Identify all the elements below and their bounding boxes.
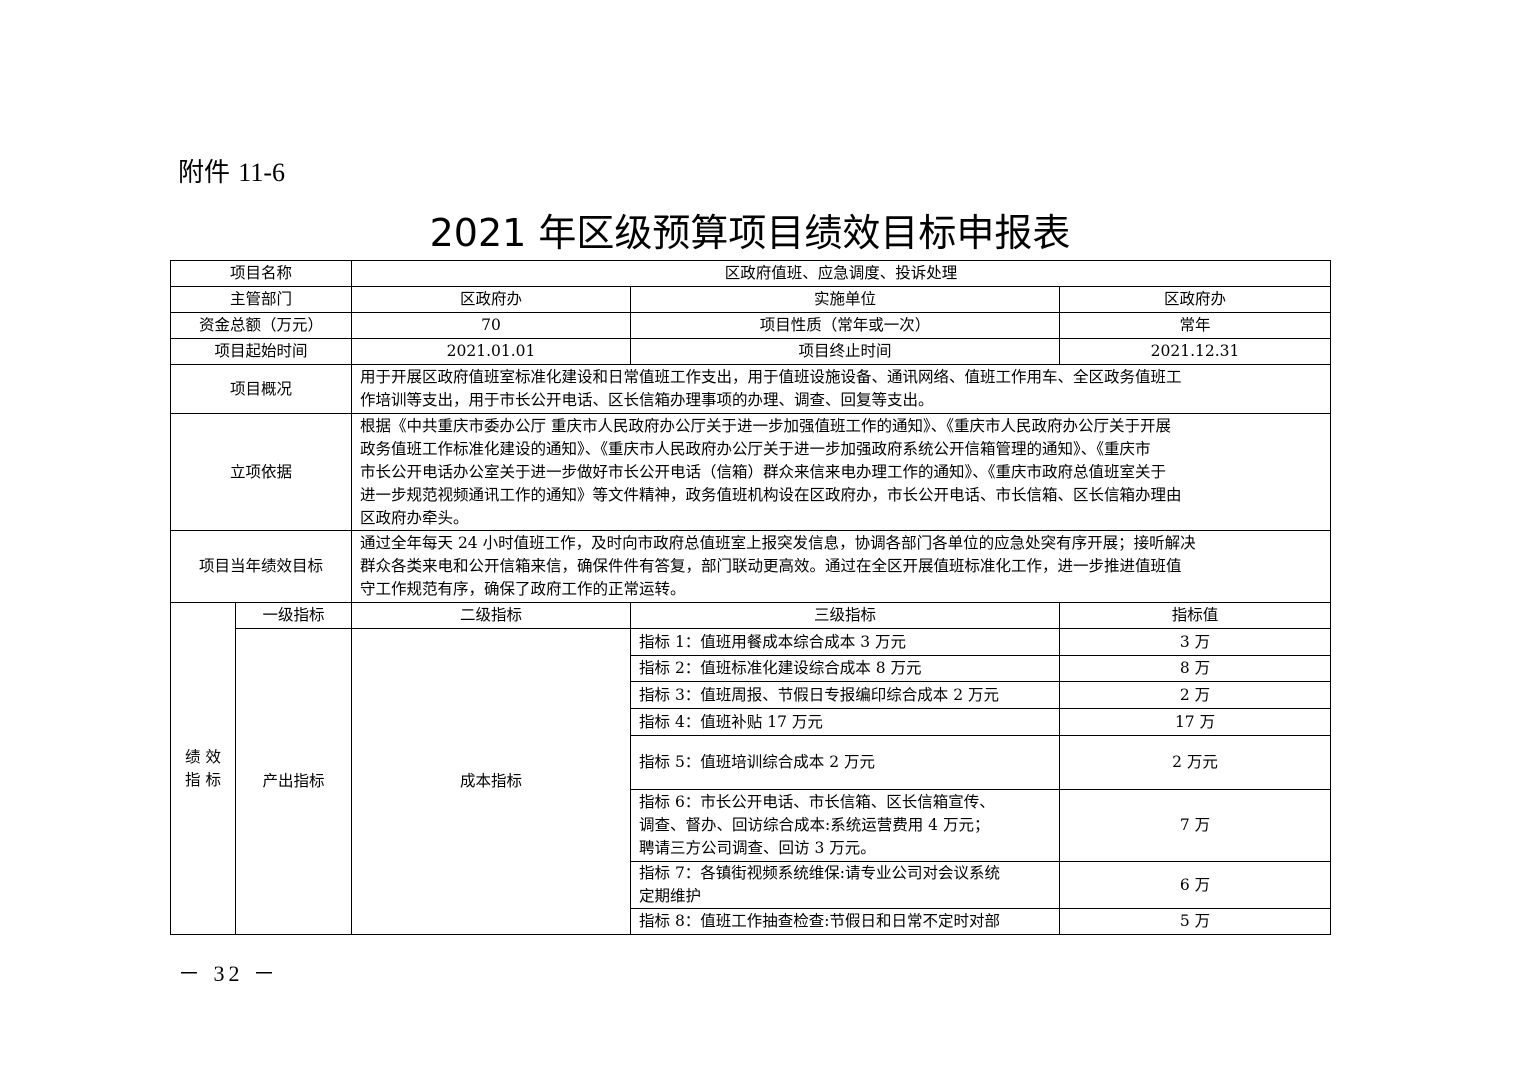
indicator-value: 2 万	[1059, 681, 1332, 709]
end-label: 项目终止时间	[630, 338, 1061, 365]
indicator-row: 指标 4：值班补贴 17 万元 17 万	[171, 708, 1332, 736]
performance-target-table: 项目名称 区政府值班、应急调度、投诉处理 主管部门 区政府办 实施单位 区政府办…	[169, 260, 1332, 935]
indicator-value: 6 万	[1059, 861, 1332, 909]
indicator-row: 指标 5：值班培训综合成本 2 万元 2 万元	[171, 735, 1332, 790]
indicator-text: 指标 2：值班标准化建设综合成本 8 万元	[630, 655, 1061, 682]
indicator-text: 指标 3：值班周报、节假日专报编印综合成本 2 万元	[630, 681, 1061, 709]
basis-label: 立项依据	[169, 413, 353, 531]
table-row: 立项依据 根据《中共重庆市委办公厅 重庆市人民政府办公厅关于进一步加强值班工作的…	[169, 413, 1332, 531]
nature: 常年	[1059, 312, 1332, 339]
header-level2: 二级指标	[351, 602, 632, 629]
header-level3: 三级指标	[630, 602, 1061, 629]
indicator-value: 17 万	[1059, 708, 1332, 736]
table-row: 项目名称 区政府值班、应急调度、投诉处理	[169, 260, 1332, 287]
indicator-row: 指标 7：各镇街视频系统维保:请专业公司对会议系统 定期维护 6 万	[171, 861, 1332, 909]
attachment-label: 附件 11-6	[178, 158, 285, 188]
indicator-text: 指标 4：值班补贴 17 万元	[630, 708, 1061, 736]
table-row: 主管部门 区政府办 实施单位 区政府办	[169, 286, 1332, 313]
dept: 区政府办	[351, 286, 632, 313]
start-label: 项目起始时间	[169, 338, 353, 365]
goal-text: 通过全年每天 24 小时值班工作，及时向市政府总值班室上报突发信息，协调各部门各…	[351, 530, 1332, 603]
overview-text: 用于开展区政府值班室标准化建设和日常值班工作支出，用于值班设施设备、通讯网络、值…	[351, 364, 1332, 414]
indicator-row: 指标 6：市长公开电话、市长信箱、区长信箱宣传、 调查、督办、回访综合成本:系统运…	[171, 789, 1332, 862]
indicator-value: 7 万	[1059, 789, 1332, 862]
nature-label: 项目性质（常年或一次）	[630, 312, 1061, 339]
fund: 70	[351, 312, 632, 339]
page-number: － 32 －	[178, 961, 280, 986]
indicator-text: 指标 6：市长公开电话、市长信箱、区长信箱宣传、 调查、督办、回访综合成本:系统运…	[630, 789, 1061, 862]
indicator-section-label: 绩 效指 标	[170, 602, 236, 935]
impl: 区政府办	[1059, 286, 1332, 313]
indicator-value: 2 万元	[1059, 735, 1332, 790]
overview-label: 项目概况	[169, 364, 353, 414]
indicator-text: 指标 5：值班培训综合成本 2 万元	[630, 735, 1061, 790]
project-name-label: 项目名称	[169, 260, 353, 287]
project-name: 区政府值班、应急调度、投诉处理	[351, 260, 1332, 287]
document-title: 2021 年区级预算项目绩效目标申报表	[429, 211, 1071, 255]
header-level1: 一级指标	[234, 602, 353, 629]
indicator-value: 3 万	[1059, 628, 1332, 656]
indicator-text: 指标 7：各镇街视频系统维保:请专业公司对会议系统 定期维护	[630, 861, 1061, 909]
start-date: 2021.01.01	[351, 338, 632, 365]
impl-label: 实施单位	[630, 286, 1061, 313]
table-row: 资金总额（万元） 70 项目性质（常年或一次） 常年	[169, 312, 1332, 339]
indicator-text: 指标 8：值班工作抽查检查:节假日和日常不定时对部	[630, 908, 1061, 935]
level1-output: 产出指标	[234, 628, 353, 935]
indicator-row: 产出指标 成本指标 指标 1：值班用餐成本综合成本 3 万元 3 万	[171, 628, 1332, 935]
table-row: 项目起始时间 2021.01.01 项目终止时间 2021.12.31	[169, 338, 1332, 365]
header-value: 指标值	[1059, 602, 1332, 629]
table-row: 项目概况 用于开展区政府值班室标准化建设和日常值班工作支出，用于值班设施设备、通…	[169, 364, 1332, 414]
basis-text: 根据《中共重庆市委办公厅 重庆市人民政府办公厅关于进一步加强值班工作的通知》、《…	[351, 413, 1332, 531]
goal-label: 项目当年绩效目标	[169, 530, 353, 603]
indicator-header-row: 绩 效指 标 一级指标 二级指标 三级指标 指标值	[170, 602, 1332, 935]
indicator-row: 指标 2：值班标准化建设综合成本 8 万元 8 万	[171, 655, 1332, 682]
table-row: 项目当年绩效目标 通过全年每天 24 小时值班工作，及时向市政府总值班室上报突发…	[169, 530, 1332, 603]
fund-label: 资金总额（万元）	[169, 312, 353, 339]
level2-cost: 成本指标	[351, 628, 632, 935]
indicator-value: 8 万	[1059, 655, 1332, 682]
indicator-value: 5 万	[1059, 908, 1332, 935]
indicator-text: 指标 1：值班用餐成本综合成本 3 万元	[630, 628, 1061, 656]
indicator-row: 指标 8：值班工作抽查检查:节假日和日常不定时对部 5 万	[171, 908, 1332, 935]
indicator-row: 指标 3：值班周报、节假日专报编印综合成本 2 万元 2 万	[171, 681, 1332, 709]
dept-label: 主管部门	[169, 286, 353, 313]
end-date: 2021.12.31	[1059, 338, 1332, 365]
